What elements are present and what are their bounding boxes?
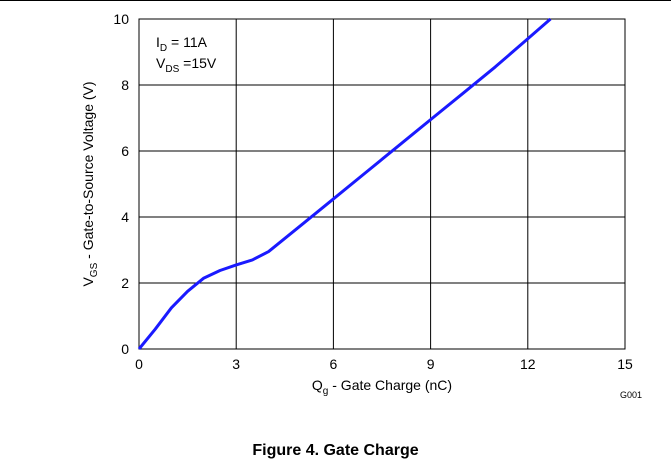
- y-tick-label: 6: [121, 143, 129, 159]
- x-tick-label: 3: [232, 356, 240, 372]
- series-line-vgs: [137, 17, 552, 350]
- plot-area: [139, 19, 625, 349]
- annotation-id: ID = 11A: [156, 34, 208, 54]
- y-tick-labels: 0 2 4 6 8 10: [113, 11, 129, 357]
- x-tick-label: 9: [427, 356, 435, 372]
- plot-border: [138, 18, 626, 350]
- figure-code: G001: [620, 390, 643, 400]
- annotation-vds: VDS =15V: [156, 55, 217, 75]
- y-tick-label: 2: [121, 275, 129, 291]
- x-tick-label: 6: [330, 356, 338, 372]
- x-tick-label: 12: [520, 356, 536, 372]
- x-axis-label: Qg - Gate Charge (nC): [312, 377, 452, 397]
- figure-caption: Figure 4. Gate Charge: [252, 442, 419, 459]
- gridlines: [139, 19, 625, 349]
- y-tick-label: 10: [113, 11, 129, 27]
- y-axis-label: VGS - Gate-to-Source Voltage (V): [80, 81, 100, 286]
- x-tick-label: 15: [617, 356, 633, 372]
- y-tick-label: 0: [121, 341, 129, 357]
- x-tick-labels: 0 3 6 9 12 15: [135, 356, 633, 372]
- y-tick-label: 8: [121, 77, 129, 93]
- y-tick-label: 4: [121, 209, 129, 225]
- x-tick-label: 0: [135, 356, 143, 372]
